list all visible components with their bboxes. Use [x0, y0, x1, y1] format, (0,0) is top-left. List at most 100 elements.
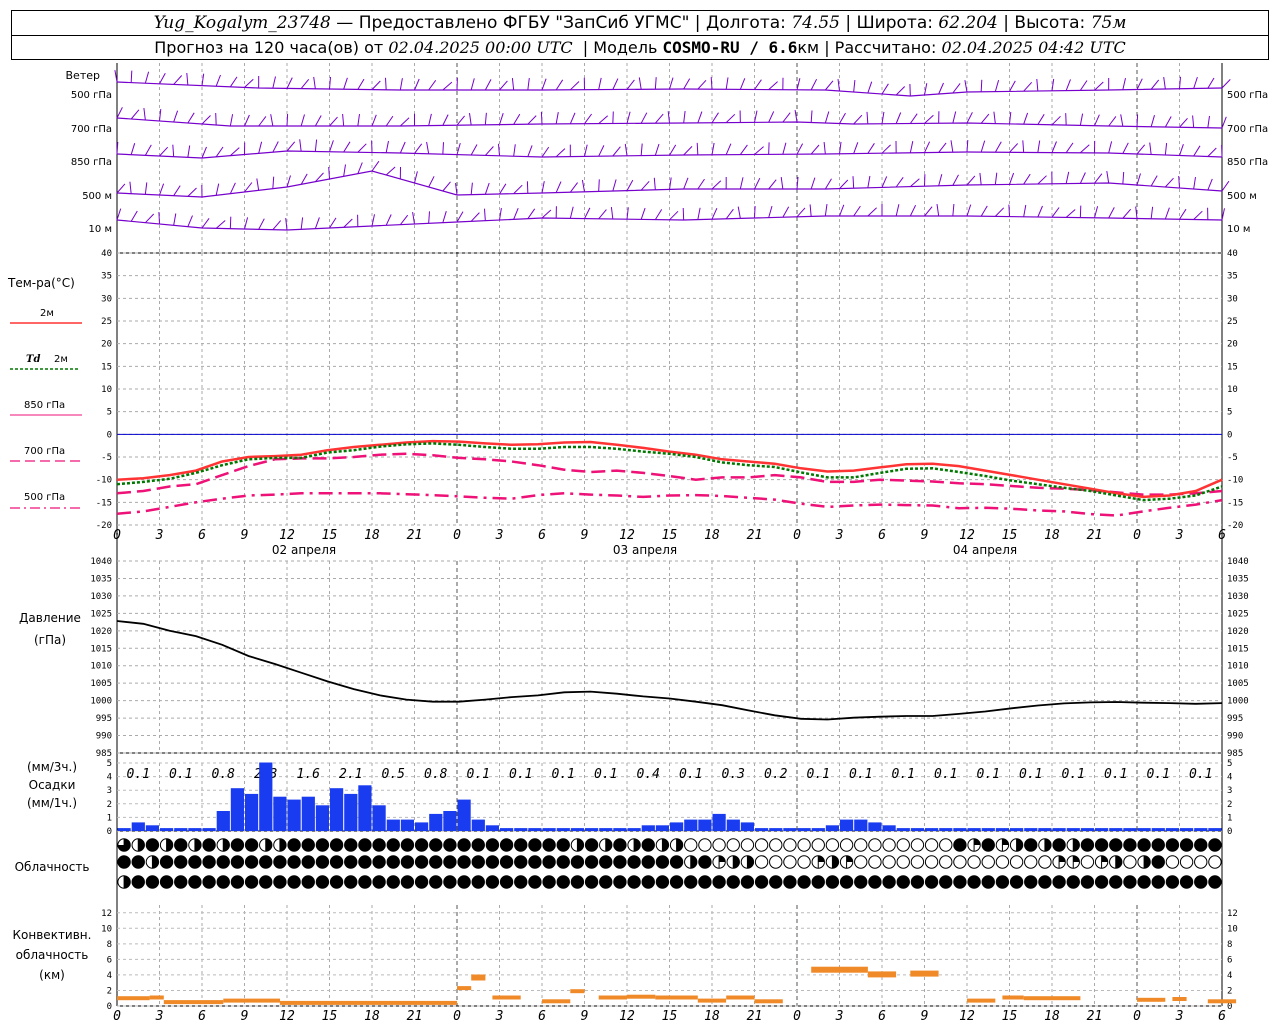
wind-barb — [513, 184, 523, 195]
precip-3h-value: 0.3 — [722, 767, 745, 782]
conv-label-1: Конвективн. — [13, 928, 92, 942]
temp-tick-label-right: -20 — [1227, 521, 1243, 531]
temp-tick-label: 30 — [101, 294, 112, 304]
wind-barb — [428, 80, 437, 91]
wind-barb — [1149, 142, 1152, 155]
wind-barb — [1094, 206, 1099, 218]
cloud-cover-symbol — [471, 855, 485, 869]
cloud-cover-symbol — [301, 838, 315, 852]
precip-bar — [1123, 828, 1137, 831]
hour-tick-label: 12 — [959, 528, 975, 543]
wind-barb — [328, 166, 330, 180]
wind-barb — [966, 139, 969, 153]
wind-barb — [513, 208, 519, 220]
cloud-cover-symbol — [1109, 875, 1123, 889]
precip-bar — [585, 828, 599, 831]
wind-barb — [980, 205, 988, 217]
wind-barb — [456, 115, 465, 126]
pressure-tick-label-right: 985 — [1227, 749, 1243, 759]
precip-bar — [1208, 828, 1222, 831]
cloud-cover-symbol — [485, 838, 500, 852]
wind-barb — [1037, 205, 1043, 218]
temp-tick-label-right: 30 — [1227, 294, 1238, 304]
cloud-cover-symbol — [1179, 855, 1194, 869]
cloud-cover-symbol — [514, 838, 528, 852]
wind-barb — [414, 143, 423, 154]
wind-barb — [964, 80, 968, 93]
cloud-cover-symbol — [174, 875, 188, 889]
cloud-cover-symbol — [1123, 838, 1137, 852]
wind-barb — [1150, 79, 1160, 90]
cloud-cover-symbol — [783, 855, 797, 869]
cloud-cover-symbol — [301, 875, 315, 889]
precip-bar — [797, 828, 811, 831]
wind-barb — [683, 146, 693, 156]
lat-value: 62.204 — [938, 13, 998, 33]
precip-bar — [514, 828, 528, 831]
conv-bar — [697, 998, 727, 1003]
precip-bar — [117, 828, 131, 831]
wind-barb — [187, 112, 195, 124]
hour-tick-label: 0 — [1133, 528, 1141, 543]
wind-barb — [697, 111, 703, 124]
cloud-cover-symbol — [769, 855, 783, 869]
day-label: 02 апреля — [272, 543, 336, 557]
wind-barb — [683, 177, 689, 190]
wind-barb — [640, 207, 646, 220]
wind-barb — [810, 177, 816, 190]
cloud-cover-symbol — [825, 875, 840, 889]
wind-barb — [455, 183, 458, 196]
wind-barb — [159, 73, 166, 85]
cloud-cover-symbol — [627, 875, 641, 889]
precip-3h-value: 0.1 — [509, 767, 532, 782]
alt-label: Высота: — [1014, 13, 1086, 33]
pressure-tick-label-right: 1030 — [1227, 592, 1249, 602]
wind-barb — [385, 115, 394, 127]
hour-tick-label: 3 — [155, 528, 164, 543]
precip-bar — [188, 828, 202, 831]
wind-barb — [640, 112, 648, 124]
wind-barb — [414, 171, 418, 184]
cloud-cover-symbol — [868, 875, 882, 889]
wind-barb — [229, 147, 240, 157]
precip-bar — [840, 819, 854, 831]
precip-3h-value: 0.1 — [1019, 767, 1042, 782]
wind-barb — [484, 79, 492, 91]
wind-barb — [966, 112, 973, 124]
wind-barb — [1135, 206, 1138, 219]
precip-bar — [995, 828, 1009, 831]
wind-barb — [1179, 144, 1184, 156]
wind-barb — [272, 220, 282, 230]
wind-barb — [412, 212, 415, 225]
cloud-cover-symbol — [570, 875, 585, 889]
cloud-cover-symbol — [797, 855, 811, 869]
hour-tick-label: 6 — [878, 528, 886, 543]
precip-bar — [528, 828, 542, 831]
wind-barb — [739, 177, 744, 190]
wind-barb — [638, 77, 642, 90]
precip-bar — [471, 819, 485, 831]
cloud-cover-symbol — [457, 838, 471, 852]
wind-barb — [739, 78, 746, 90]
pressure-tick-label: 1015 — [90, 644, 112, 654]
cloud-cover-symbol — [514, 855, 528, 869]
cloud-cover-symbol — [1094, 855, 1109, 869]
wind-barb — [159, 146, 169, 157]
cloud-cover-symbol — [684, 838, 698, 852]
precip-bar — [570, 828, 584, 831]
cloud-cover-symbol — [216, 838, 230, 852]
wind-barb — [1207, 77, 1215, 89]
cloud-cover-symbol — [754, 838, 769, 852]
pressure-tick-label: 995 — [96, 714, 112, 724]
wind-barb — [839, 179, 849, 189]
hour-tick-label-bottom: 0 — [453, 1009, 461, 1024]
cloud-cover-symbol — [230, 875, 245, 889]
wind-barb — [1079, 80, 1088, 91]
temp-tick-label-right: 5 — [1227, 408, 1232, 418]
wind-barb — [1207, 115, 1210, 128]
cloud-cover-symbol — [499, 875, 514, 889]
wind-barb — [286, 113, 289, 127]
temp-tick-label-right: 25 — [1227, 317, 1238, 327]
wind-barb — [300, 78, 310, 89]
cloud-cover-symbol — [1194, 838, 1208, 852]
